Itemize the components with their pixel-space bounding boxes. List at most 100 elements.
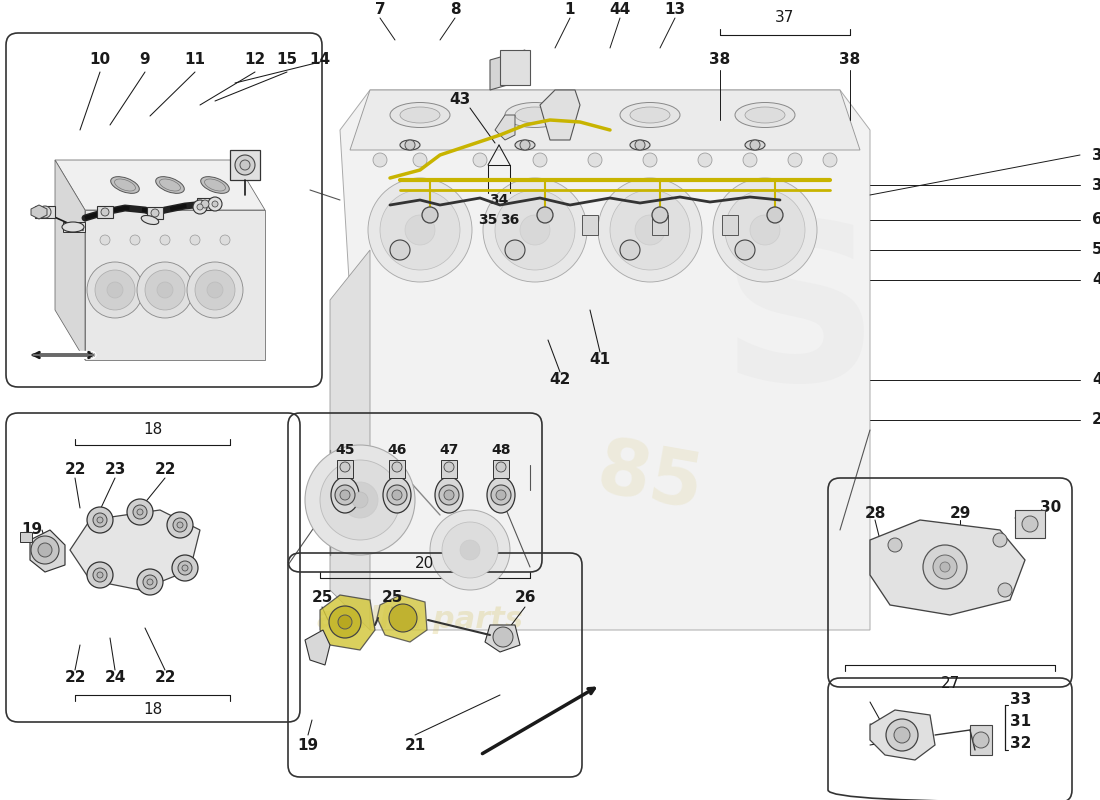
Polygon shape <box>490 50 525 90</box>
Circle shape <box>495 190 575 270</box>
Circle shape <box>201 200 209 208</box>
Text: a allin parts: a allin parts <box>317 606 522 634</box>
Circle shape <box>496 490 506 500</box>
Circle shape <box>160 235 170 245</box>
Circle shape <box>151 209 160 217</box>
Text: 9: 9 <box>140 53 151 67</box>
Text: 26: 26 <box>515 590 536 606</box>
Circle shape <box>340 490 350 500</box>
Text: 39: 39 <box>1092 147 1100 162</box>
Text: 1: 1 <box>564 2 575 18</box>
Circle shape <box>460 540 480 560</box>
Polygon shape <box>870 520 1025 615</box>
Circle shape <box>340 462 350 472</box>
Ellipse shape <box>400 107 440 123</box>
Circle shape <box>100 235 110 245</box>
Circle shape <box>87 262 143 318</box>
Text: 21: 21 <box>405 738 426 753</box>
Text: 43: 43 <box>450 93 471 107</box>
Ellipse shape <box>390 102 450 127</box>
Circle shape <box>894 727 910 743</box>
Circle shape <box>157 282 173 298</box>
Polygon shape <box>540 90 580 140</box>
Circle shape <box>923 545 967 589</box>
Text: 7: 7 <box>375 2 385 18</box>
Circle shape <box>439 485 459 505</box>
Circle shape <box>207 282 223 298</box>
Bar <box>1015 510 1045 538</box>
Circle shape <box>505 240 525 260</box>
Circle shape <box>352 492 368 508</box>
Circle shape <box>713 178 817 282</box>
Bar <box>970 725 992 755</box>
Text: 85: 85 <box>591 434 708 526</box>
Polygon shape <box>495 115 515 140</box>
Circle shape <box>320 460 400 540</box>
Circle shape <box>444 490 454 500</box>
Circle shape <box>95 270 135 310</box>
Ellipse shape <box>515 140 535 150</box>
Circle shape <box>208 197 222 211</box>
Circle shape <box>823 153 837 167</box>
Circle shape <box>235 155 255 175</box>
Circle shape <box>496 462 506 472</box>
Circle shape <box>998 583 1012 597</box>
Circle shape <box>173 518 187 532</box>
Circle shape <box>94 568 107 582</box>
Circle shape <box>788 153 802 167</box>
Circle shape <box>534 153 547 167</box>
Text: 3: 3 <box>1092 178 1100 193</box>
Circle shape <box>145 270 185 310</box>
Text: 47: 47 <box>439 443 459 457</box>
Polygon shape <box>85 210 265 360</box>
Circle shape <box>305 445 415 555</box>
Bar <box>147 207 163 219</box>
Circle shape <box>588 153 602 167</box>
Ellipse shape <box>630 107 670 123</box>
Circle shape <box>390 240 410 260</box>
Bar <box>230 150 260 180</box>
Circle shape <box>97 572 103 578</box>
Text: 11: 11 <box>185 53 206 67</box>
Circle shape <box>392 462 402 472</box>
Circle shape <box>172 555 198 581</box>
Text: 23: 23 <box>104 462 125 478</box>
Polygon shape <box>870 710 935 760</box>
Circle shape <box>167 512 192 538</box>
Circle shape <box>336 485 355 505</box>
Circle shape <box>493 627 513 647</box>
Ellipse shape <box>383 477 411 513</box>
Text: 6: 6 <box>1092 213 1100 227</box>
Circle shape <box>133 505 147 519</box>
Text: 5: 5 <box>1092 242 1100 258</box>
Polygon shape <box>340 90 870 630</box>
Circle shape <box>130 235 140 245</box>
Circle shape <box>422 207 438 223</box>
Text: 10: 10 <box>89 53 111 67</box>
Circle shape <box>750 215 780 245</box>
Text: 24: 24 <box>104 670 125 686</box>
Bar <box>441 460 456 478</box>
Polygon shape <box>350 90 860 150</box>
Circle shape <box>405 140 415 150</box>
Circle shape <box>373 153 387 167</box>
Text: 18: 18 <box>143 422 162 438</box>
Text: 41: 41 <box>590 353 610 367</box>
Polygon shape <box>485 625 520 652</box>
Circle shape <box>87 562 113 588</box>
Circle shape <box>126 499 153 525</box>
Text: 4: 4 <box>1092 373 1100 387</box>
Text: 33: 33 <box>1010 693 1032 707</box>
Circle shape <box>195 270 235 310</box>
Bar <box>63 222 85 232</box>
Circle shape <box>483 178 587 282</box>
Circle shape <box>97 517 103 523</box>
Ellipse shape <box>745 140 764 150</box>
Circle shape <box>520 215 550 245</box>
Circle shape <box>94 513 107 527</box>
Text: 27: 27 <box>940 675 959 690</box>
Text: 22: 22 <box>154 670 176 686</box>
Text: 29: 29 <box>949 506 970 521</box>
Circle shape <box>39 206 51 218</box>
Circle shape <box>698 153 712 167</box>
